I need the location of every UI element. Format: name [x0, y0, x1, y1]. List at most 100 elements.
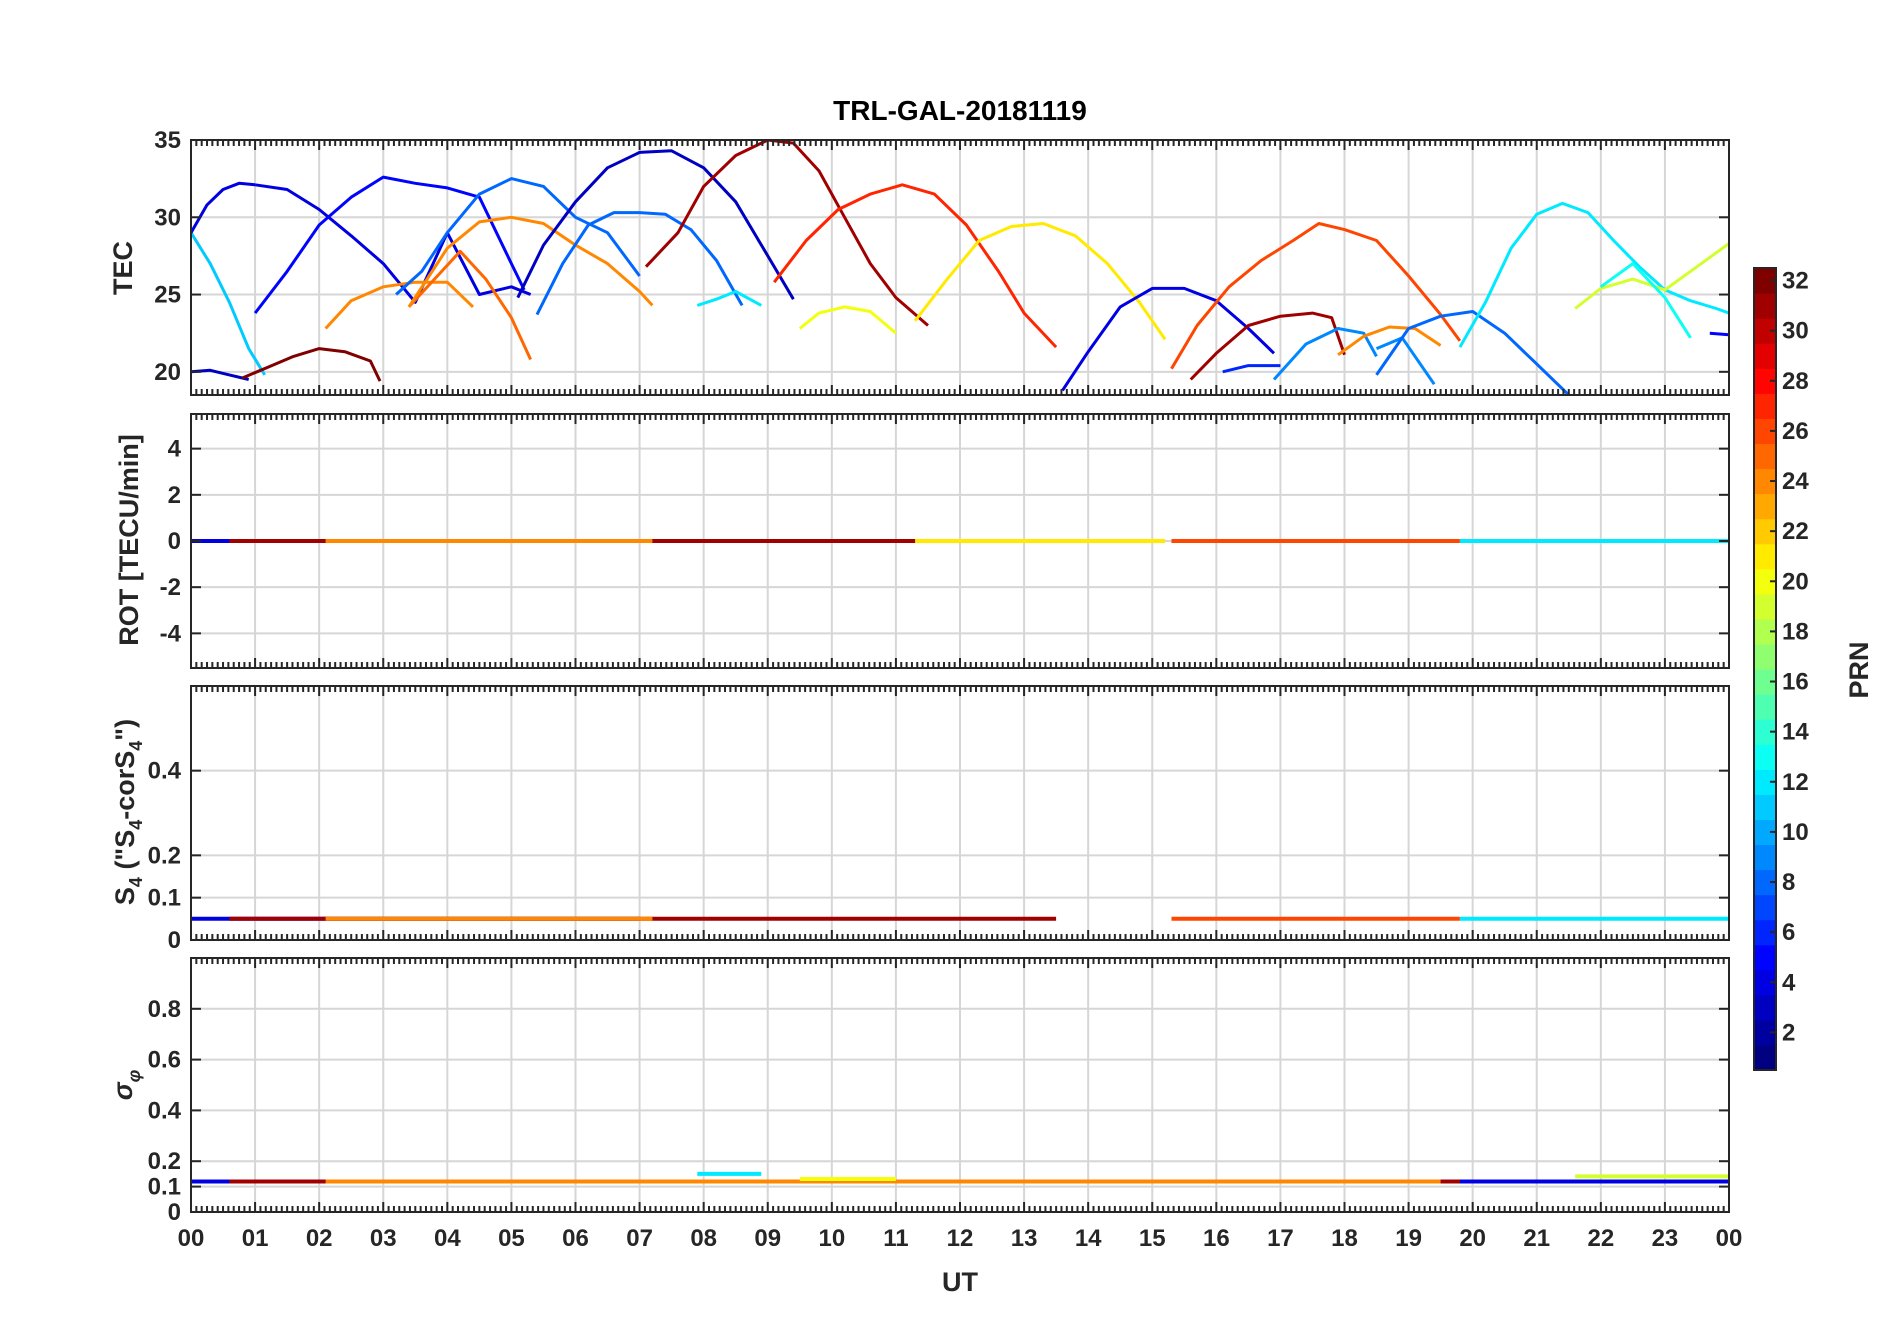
x-tick-label: 10: [818, 1225, 845, 1252]
x-tick-label: 23: [1652, 1225, 1679, 1252]
tec-axis-label: TEC: [108, 241, 138, 295]
tec-series-line: [1709, 331, 1729, 337]
colorbar-segment: [1754, 969, 1776, 996]
tec-series-line: [253, 175, 526, 315]
colorbar-tick-label: 20: [1782, 568, 1809, 595]
colorbar-tick-label: 22: [1782, 518, 1809, 545]
tick-labels: 20253035-4-202400.10.20.400.10.20.40.60.…: [148, 127, 1743, 1252]
x-tick-label: 21: [1523, 1225, 1550, 1252]
rot-y-tick-label: -4: [160, 620, 182, 647]
colorbar-tick-label: 18: [1782, 618, 1809, 645]
x-tick-label: 00: [1716, 1225, 1743, 1252]
colorbar-segment: [1754, 669, 1776, 695]
tec-series-line: [1337, 325, 1442, 357]
colorbar-tick-label: 10: [1782, 819, 1809, 846]
sigma_phi-y-tick-label: 0: [168, 1199, 181, 1226]
tec-series-line: [324, 280, 475, 330]
x-tick-label: 02: [306, 1225, 333, 1252]
data-series: [191, 140, 1729, 1184]
colorbar-segment: [1754, 543, 1776, 570]
tec-series-line: [1375, 310, 1570, 395]
x-axis-label: UT: [942, 1267, 978, 1297]
x-tick-label: 22: [1587, 1225, 1614, 1252]
colorbar-segment: [1754, 1044, 1776, 1071]
rot-y-tick-label: 0: [168, 528, 181, 555]
s4-axis-label: S4 ("S4-corS4"): [110, 719, 146, 905]
colorbar-segment: [1754, 994, 1776, 1021]
x-tick-label: 17: [1267, 1225, 1294, 1252]
colorbar-tick-label: 24: [1782, 468, 1809, 495]
colorbar-segment: [1754, 944, 1776, 971]
colorbar-segment: [1754, 844, 1776, 871]
x-tick-label: 20: [1459, 1225, 1486, 1252]
x-tick-label: 07: [626, 1225, 653, 1252]
tec-series-line: [395, 177, 641, 296]
colorbar-segment: [1754, 343, 1776, 369]
tec-series-line: [191, 181, 256, 234]
colorbar-segment: [1754, 618, 1776, 645]
x-tick-label: 11: [883, 1225, 908, 1252]
tec-series-line: [516, 149, 795, 300]
tec-series-line: [773, 183, 1058, 349]
colorbar-segment: [1754, 443, 1776, 470]
colorbar-segment: [1754, 744, 1776, 770]
colorbar-segment: [1754, 794, 1776, 820]
tec-y-tick-label: 25: [154, 282, 181, 309]
colorbar-tick-label: 14: [1782, 719, 1809, 746]
colorbar-segment: [1754, 493, 1776, 520]
colorbar-segment: [1754, 368, 1776, 394]
rot-y-tick-label: 2: [168, 482, 181, 509]
tec-series-line: [1272, 327, 1378, 381]
colorbar-tick-label: 6: [1782, 919, 1795, 946]
colorbar-tick-label: 28: [1782, 368, 1809, 395]
colorbar-tick-label: 16: [1782, 669, 1809, 696]
x-tick-label: 18: [1331, 1225, 1358, 1252]
tec-series-line: [191, 231, 266, 376]
x-tick-label: 04: [434, 1225, 461, 1252]
colorbar-tick-label: 12: [1782, 769, 1809, 796]
rot-y-tick-label: 4: [168, 436, 182, 463]
sigma-phi-axis-label: σφ: [108, 1069, 144, 1100]
tec-series-line: [1170, 222, 1462, 370]
x-tick-label: 19: [1395, 1225, 1422, 1252]
s4-y-tick-label: 0.2: [148, 842, 181, 869]
tec-series-line: [798, 305, 897, 335]
tec-series-line: [1061, 286, 1276, 392]
colorbar-segment: [1754, 719, 1776, 745]
tec-series-line: [407, 215, 654, 308]
tec-series-line: [913, 222, 1167, 341]
colorbar-segment: [1754, 819, 1776, 846]
colorbar-tick-label: 26: [1782, 418, 1809, 445]
colorbar-segment: [1754, 518, 1776, 545]
tec-series-line: [241, 347, 382, 382]
tec-y-tick-label: 35: [154, 127, 181, 154]
x-tick-label: 05: [498, 1225, 525, 1252]
x-tick-label: 06: [562, 1225, 589, 1252]
colorbar-segment: [1754, 568, 1776, 595]
tec-series-line: [1222, 364, 1281, 374]
sigma_phi-y-tick-label: 0.8: [148, 996, 181, 1023]
tec-series-line: [407, 249, 532, 361]
colorbar-tick-label: 30: [1782, 318, 1809, 345]
colorbar-segment: [1754, 869, 1776, 896]
tec-series-line: [1458, 201, 1729, 348]
sigma_phi-series-group: [191, 1171, 1729, 1184]
s4-y-tick-label: 0.1: [148, 885, 181, 912]
colorbar-tick-label: 8: [1782, 869, 1795, 896]
tec-series-line: [696, 290, 763, 307]
s4-y-tick-label: 0.4: [148, 758, 182, 785]
tec-y-tick-label: 30: [154, 204, 181, 231]
chart-title: TRL-GAL-20181119: [833, 95, 1087, 126]
sigma_phi-y-tick-label: 0.2: [148, 1148, 181, 1175]
x-tick-label: 13: [1011, 1225, 1038, 1252]
x-tick-label: 08: [690, 1225, 717, 1252]
tec-y-tick-label: 20: [154, 359, 181, 386]
colorbar-segment: [1754, 468, 1776, 495]
tec-series-group: [191, 140, 1729, 395]
x-tick-label: 16: [1203, 1225, 1230, 1252]
colorbar-tick-label: 2: [1782, 1019, 1795, 1046]
colorbar-segment: [1754, 593, 1776, 620]
colorbar-segment: [1754, 894, 1776, 921]
colorbar-segment: [1754, 1019, 1776, 1046]
